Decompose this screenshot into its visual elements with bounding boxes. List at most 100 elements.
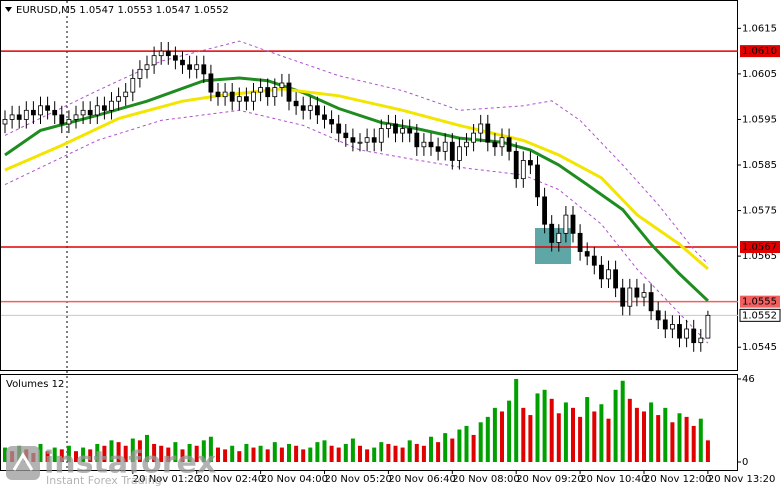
candle-body <box>314 105 320 116</box>
candle-body <box>222 91 228 98</box>
volume-bar <box>3 447 7 462</box>
candle-body <box>258 87 264 93</box>
volume-bar <box>691 425 696 462</box>
candle-body <box>38 105 43 116</box>
volume-bar <box>322 440 327 462</box>
y-tick-label: 1.0605 <box>742 69 777 80</box>
volume-bar <box>492 407 497 462</box>
candle-body <box>208 73 214 93</box>
candle-body <box>215 91 221 98</box>
candle-body <box>506 137 512 152</box>
volume-bar <box>407 440 412 462</box>
level-label-box <box>740 295 780 308</box>
volume-bar <box>563 402 568 462</box>
candle-body <box>279 82 285 88</box>
candle-body <box>478 123 484 134</box>
x-tick-label: 20 Nov 10:40 <box>580 474 647 485</box>
volume-bar <box>336 447 341 462</box>
volume-bar <box>109 440 114 462</box>
volume-bar <box>116 442 121 462</box>
candle-body <box>570 214 576 234</box>
candle-body <box>641 292 647 298</box>
menu-arrow <box>5 7 12 12</box>
candle-body <box>187 64 193 70</box>
candle-body <box>343 132 349 139</box>
volume-bar <box>372 447 377 462</box>
volume-bar <box>308 447 313 462</box>
volume-bar <box>571 407 575 462</box>
volume-bar <box>237 451 242 462</box>
volume-bar <box>549 398 554 462</box>
volume-bar <box>52 447 57 462</box>
candle-body <box>23 109 29 120</box>
volume-bar <box>223 449 228 462</box>
candle-body <box>144 64 150 70</box>
candle-body <box>464 141 469 148</box>
volume-bar <box>386 443 391 462</box>
x-tick-label: 20 Nov 12:00 <box>644 474 711 485</box>
volume-bar <box>301 449 306 462</box>
indicator-line <box>4 109 709 344</box>
volume-bar <box>684 416 689 462</box>
candle-body <box>158 50 164 57</box>
candle-body <box>556 232 562 243</box>
y-tick-label: 1.0565 <box>742 251 777 262</box>
volume-bar <box>443 433 448 462</box>
candle-body <box>371 137 377 143</box>
volume-bar <box>88 449 93 462</box>
candle-body <box>662 319 668 330</box>
volume-bar <box>634 407 639 462</box>
candle-body <box>520 160 526 180</box>
candle-body <box>286 82 292 102</box>
candle-body <box>705 314 711 339</box>
y-tick-label: 1.0615 <box>742 23 777 34</box>
y-tick-label: 1.0595 <box>742 114 777 125</box>
candle-body <box>485 123 491 143</box>
candle-body <box>30 109 36 116</box>
candle-body <box>393 123 398 134</box>
candle-body <box>80 109 86 116</box>
level-label: 1.0567 <box>742 242 777 253</box>
level-label: 1.0555 <box>742 297 777 308</box>
candle-body <box>2 119 8 125</box>
volume-bar <box>130 438 135 462</box>
volume-bar <box>642 411 646 462</box>
candle-body <box>584 251 590 257</box>
volume-bar <box>450 438 455 462</box>
candle-body <box>407 128 413 134</box>
candle-body <box>137 68 143 79</box>
candle-body <box>364 137 370 143</box>
candle-body <box>165 50 171 57</box>
plot-layer: 1.06151.06051.05951.05851.05751.05651.05… <box>1 23 777 485</box>
volume-bar <box>279 447 284 462</box>
volume-bar <box>400 447 405 462</box>
volume-bar <box>500 411 504 462</box>
volume-bar <box>194 445 199 462</box>
volume-bar <box>521 407 526 462</box>
volume-bar <box>66 445 71 462</box>
candle-body <box>243 96 249 102</box>
volume-bar <box>507 400 512 462</box>
volume-bar <box>187 443 192 462</box>
candle-body <box>123 91 129 98</box>
volume-bar <box>613 389 618 462</box>
volume-bar <box>95 443 100 462</box>
candle-body <box>421 141 427 148</box>
volume-bar <box>201 440 206 462</box>
candle-body <box>400 128 406 134</box>
y-tick-label: 1.0575 <box>742 206 777 217</box>
volume-bar <box>251 447 256 462</box>
volume-bar <box>208 436 213 462</box>
watermark-brand: instaforex <box>44 446 216 481</box>
candle-body <box>336 123 342 134</box>
level-label: 1.0552 <box>742 310 777 321</box>
volume-bar <box>436 442 441 462</box>
candle-body <box>350 137 356 143</box>
candle-body <box>684 328 689 339</box>
chart-title: EURUSD,M5 1.0547 1.0553 1.0547 1.0552 <box>16 5 229 16</box>
candle-body <box>535 164 540 198</box>
volume-bar <box>287 443 291 462</box>
candle-body <box>655 310 661 321</box>
candle-body <box>102 105 107 111</box>
volume-bar <box>123 445 128 462</box>
